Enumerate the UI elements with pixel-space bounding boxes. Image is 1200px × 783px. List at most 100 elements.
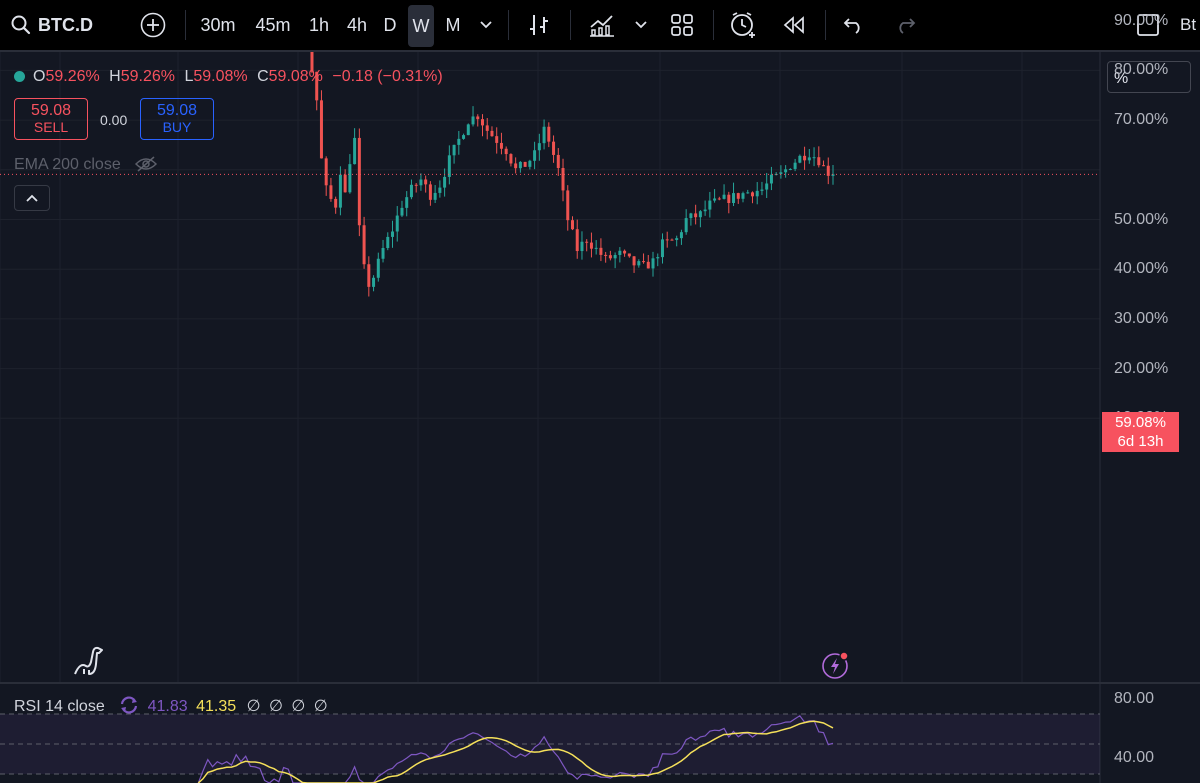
candle-body [623,250,627,254]
price-axis-label: 20.00% [1114,359,1169,377]
candle-body [405,197,409,208]
rsi-extra-4: ∅ [313,698,328,715]
candle-body [755,190,759,197]
bar-countdown: 6d 13h [1117,433,1164,450]
candle-body [547,126,551,142]
rsi-extra-3: ∅ [291,698,306,715]
candle-body [803,155,807,161]
search-icon[interactable] [10,0,32,50]
candle-body [542,126,546,144]
sell-label: SELL [33,119,69,135]
ema-indicator-legend[interactable]: EMA 200 close [14,155,158,178]
candle-body [698,211,702,218]
candle-body [722,194,726,199]
interval-m[interactable]: M [445,14,461,35]
candle-body [812,157,816,159]
symbol-name[interactable]: BTC.D [38,14,93,35]
candle-body [713,198,717,201]
chart-area[interactable]: O59.26% H59.26% L59.08% C59.08% −0.18 (−… [0,12,1200,783]
price-axis-label: 80.00% [1114,61,1169,79]
candle-body [499,142,503,149]
candle-body [424,179,428,185]
candle-body [552,141,556,155]
interval-4h[interactable]: 4h [346,14,368,35]
rsi-extra-2: ∅ [269,698,283,715]
undo-icon[interactable] [841,0,867,50]
candle-body [632,256,636,266]
price-scale-unit[interactable]: % [1107,61,1191,93]
add-symbol-icon[interactable] [139,0,167,50]
candle-body [694,213,698,218]
interval-d[interactable]: D [383,14,397,35]
candle-body [556,154,560,168]
candle-body [670,239,674,241]
chevron-down-icon[interactable] [476,0,496,50]
candle-body [409,184,413,198]
alert-clock-icon[interactable] [728,0,758,50]
price-axis-label: 90.00% [1114,11,1169,29]
candle-body [727,194,731,204]
price-axis-label: 70.00% [1114,111,1169,129]
candle-body [438,187,442,193]
candle-body [518,161,522,169]
open-label: O [33,68,46,85]
candle-body [741,193,745,199]
dino-logo-icon[interactable] [72,644,106,683]
high-value: 59.26% [120,68,175,85]
redo-icon[interactable] [892,0,918,50]
buy-button[interactable]: 59.08 BUY [140,98,214,140]
candle-body [618,250,622,255]
rsi-legend[interactable]: RSI 14 close 41.83 41.35 ∅ ∅ ∅ ∅ [14,696,328,719]
candle-body [822,165,826,167]
candle-body [580,241,584,252]
sell-button[interactable]: 59.08 SELL [14,98,88,140]
fullscreen-icon[interactable] [1134,0,1162,50]
candle-body [656,257,660,259]
rsi-ma-value: 41.35 [196,698,237,715]
candle-body [457,138,461,145]
candle-body [376,258,380,278]
chevron-down-icon[interactable] [631,0,651,50]
interval-30m[interactable]: 30m [200,14,236,35]
candle-body [798,155,802,163]
rsi-settings-icon[interactable] [119,696,139,719]
candle-body [443,176,447,188]
candle-body [608,255,612,259]
rsi-extra-1: ∅ [246,698,261,715]
interval-1h[interactable]: 1h [308,14,330,35]
rsi-value: 41.83 [147,698,188,715]
candle-body [315,71,319,101]
chart-canvas[interactable] [0,52,1200,783]
candle-body [642,261,646,263]
candle-body [793,162,797,169]
spread-value: 0.00 [100,112,128,128]
ema-label: EMA 200 close [14,156,121,173]
candle-body [310,52,314,72]
candle-body [613,254,617,259]
candle-body [362,225,366,265]
layout-grid-icon[interactable] [668,0,696,50]
bar-style-icon[interactable] [526,0,552,50]
close-value: 59.08% [268,68,323,85]
collapse-legend-button[interactable] [14,185,50,211]
candle-body [627,253,631,257]
candle-body [462,135,466,139]
eye-hidden-icon[interactable] [135,155,158,178]
replay-icon[interactable] [780,0,808,50]
separator [713,10,714,40]
candle-body [386,236,390,248]
candle-body [428,184,432,200]
candle-body [395,215,399,232]
candle-body [419,179,423,186]
interval-45m[interactable]: 45m [255,14,291,35]
candle-body [750,192,754,197]
lightning-alert-icon[interactable] [821,650,851,685]
candle-body [490,130,494,137]
interval-w-active[interactable]: W [408,5,434,47]
top-toolbar: BTC.D 30m 45m 1h 4h D W M Bt [0,0,1200,50]
price-axis-label: 40.00% [1114,260,1169,278]
indicators-icon[interactable] [588,0,616,50]
candle-body [703,209,707,212]
toolbar-divider [0,50,1200,53]
candle-body [481,119,484,126]
